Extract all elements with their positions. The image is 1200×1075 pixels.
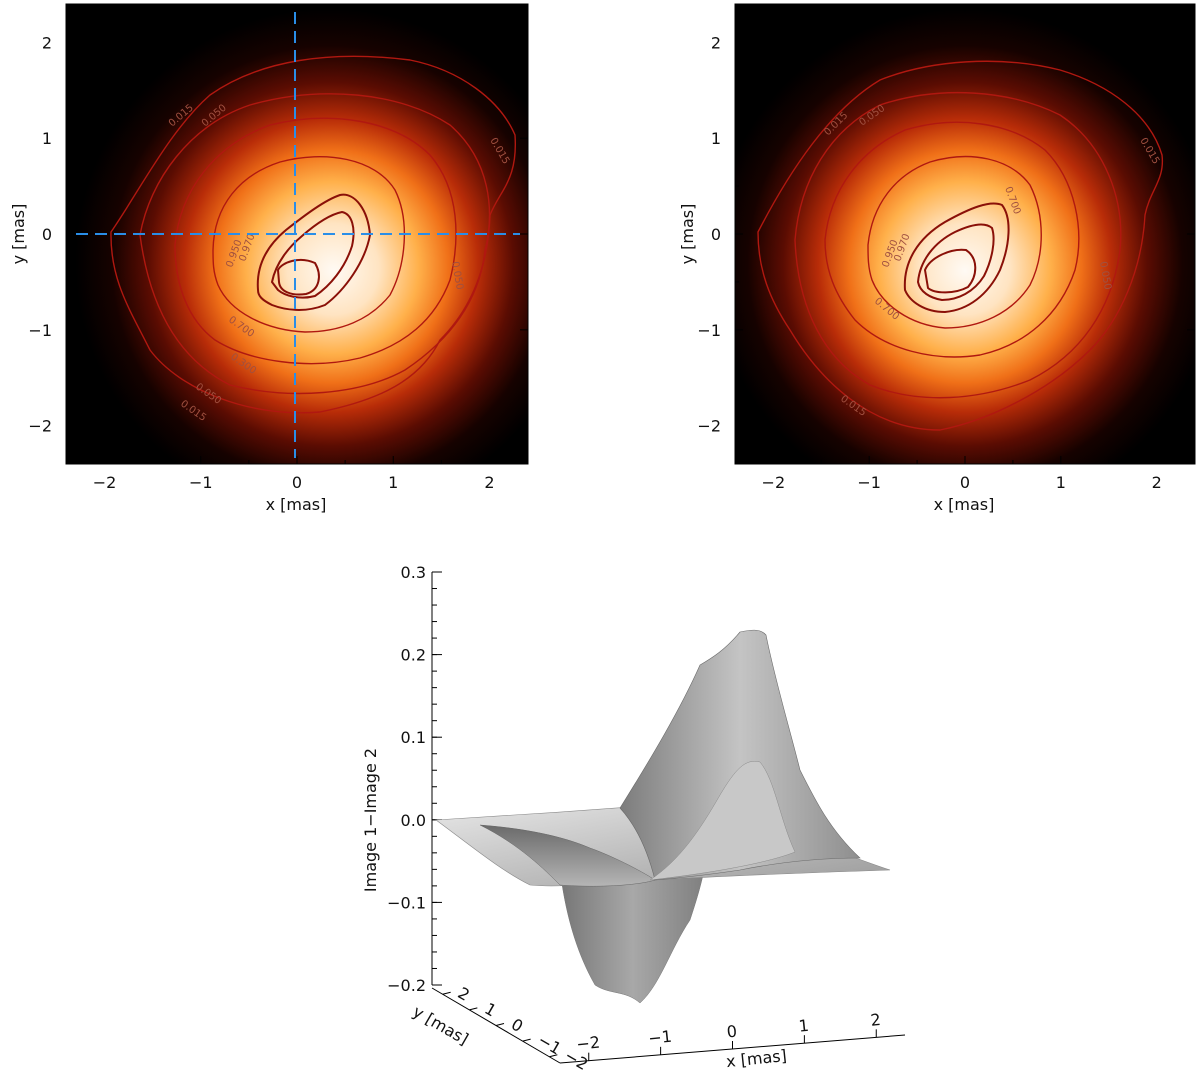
z-tick-label: 0.2 <box>401 646 426 665</box>
x-tick-label: 0 <box>292 473 302 492</box>
x-tick-label: −2 <box>762 473 786 492</box>
x-base-tick-label: 2 <box>870 1010 882 1030</box>
x-base-tick-label: −1 <box>647 1027 672 1048</box>
x-tick-label: 2 <box>484 473 494 492</box>
contour-0.015 <box>757 60 1164 431</box>
y-base-tick-mark <box>442 991 451 995</box>
contour-0.050 <box>139 93 491 395</box>
z-tick-label: 0.3 <box>401 563 426 582</box>
y-base-tick-mark <box>495 1023 505 1026</box>
y-base-tick-label: −1 <box>535 1030 565 1058</box>
y-axis-label: y [mas] <box>678 204 697 265</box>
z-tick-label: 0.0 <box>401 811 426 830</box>
y-tick-label: −2 <box>28 417 52 436</box>
z-tick-label: −0.1 <box>387 893 426 912</box>
x-tick-label: −2 <box>93 473 117 492</box>
y-axis-label: y [mas] <box>9 204 28 265</box>
y-ticks-left: −2 −1 0 1 2 <box>28 33 528 436</box>
x-tick-label: 2 <box>1152 473 1162 492</box>
x-base-label: x [mas] <box>725 1046 787 1071</box>
y-tick-label: 2 <box>711 33 721 52</box>
heatmap-right <box>735 4 1195 464</box>
x-axis-label: x [mas] <box>266 495 327 514</box>
y-base-tick-mark <box>469 1007 478 1011</box>
contours-right-inner <box>903 202 1010 314</box>
x-base-tick-label: −2 <box>575 1033 600 1054</box>
y-tick-label: 0 <box>42 225 52 244</box>
x-tick-label: 1 <box>1056 473 1066 492</box>
x-tick-label: 1 <box>388 473 398 492</box>
y-tick-label: 1 <box>42 129 52 148</box>
x-axis-label: x [mas] <box>934 495 995 514</box>
z-tick-label: 0.1 <box>401 728 426 747</box>
contour-0.300 <box>174 117 457 365</box>
contours-left <box>110 55 516 414</box>
panel-bottom-surface: −0.2−0.10.00.10.20.3 Image 1−Image 2 −2−… <box>361 563 906 1074</box>
x-tick-label: 0 <box>960 473 970 492</box>
y-base-tick-label: 1 <box>481 999 499 1021</box>
y-ticks-right: −2 −1 0 1 2 <box>697 33 1195 436</box>
y-base-tick-label: 2 <box>455 983 473 1005</box>
base-axes <box>431 987 906 1064</box>
panel-top-right: 0.015 0.050 0.950 0.970 0.700 0.700 0.05… <box>678 3 1196 514</box>
x-ticks-right: −2 −1 0 1 2 <box>762 4 1162 492</box>
contour-0.700 <box>867 155 1042 329</box>
contour-0.950 <box>903 202 1010 314</box>
x-base-tick-label: 0 <box>726 1022 738 1042</box>
reference-lines <box>76 12 520 458</box>
y-tick-label: 1 <box>711 129 721 148</box>
y-base-tick-mark <box>522 1038 531 1042</box>
y-tick-label: −1 <box>28 321 52 340</box>
y-base-label: y [mas] <box>410 1002 472 1049</box>
x-base-tick-label: 1 <box>798 1016 810 1036</box>
panel-top-left: 0.015 0.050 0.950 0.970 0.700 0.300 0.05… <box>9 3 529 514</box>
y-tick-label: −2 <box>697 417 721 436</box>
x-tick-label: −1 <box>857 473 881 492</box>
contours-right <box>757 60 1164 431</box>
surface-secondary-bump <box>649 760 796 881</box>
contour-0.050 <box>794 91 1122 399</box>
y-tick-label: 2 <box>42 33 52 52</box>
x-base-ticks: −2 −1 0 1 2 <box>575 1010 882 1061</box>
contour-0.970 <box>270 210 355 299</box>
x-ticks-left: −2 −1 0 1 2 <box>93 4 495 492</box>
z-ticks: −0.2 −0.1 0.0 0.1 0.2 0.3 <box>387 563 442 995</box>
contour-0.970 <box>916 223 995 302</box>
contour-peak <box>276 259 320 296</box>
clabel: 0.050 <box>449 261 465 291</box>
surface-peak <box>619 629 861 881</box>
clabel: 0.050 <box>1097 261 1113 291</box>
y-base-tick-label: 0 <box>508 1015 526 1037</box>
y-tick-label: −1 <box>697 321 721 340</box>
contour-peak <box>923 248 977 294</box>
contour-0.300 <box>824 121 1080 358</box>
y-base-tick-mark <box>549 1054 558 1058</box>
z-axis-label: Image 1−Image 2 <box>361 748 380 892</box>
x-tick-label: −1 <box>189 473 213 492</box>
contour-0.700 <box>212 156 406 333</box>
y-tick-label: 0 <box>711 225 721 244</box>
z-tick-label: −0.2 <box>387 976 426 995</box>
